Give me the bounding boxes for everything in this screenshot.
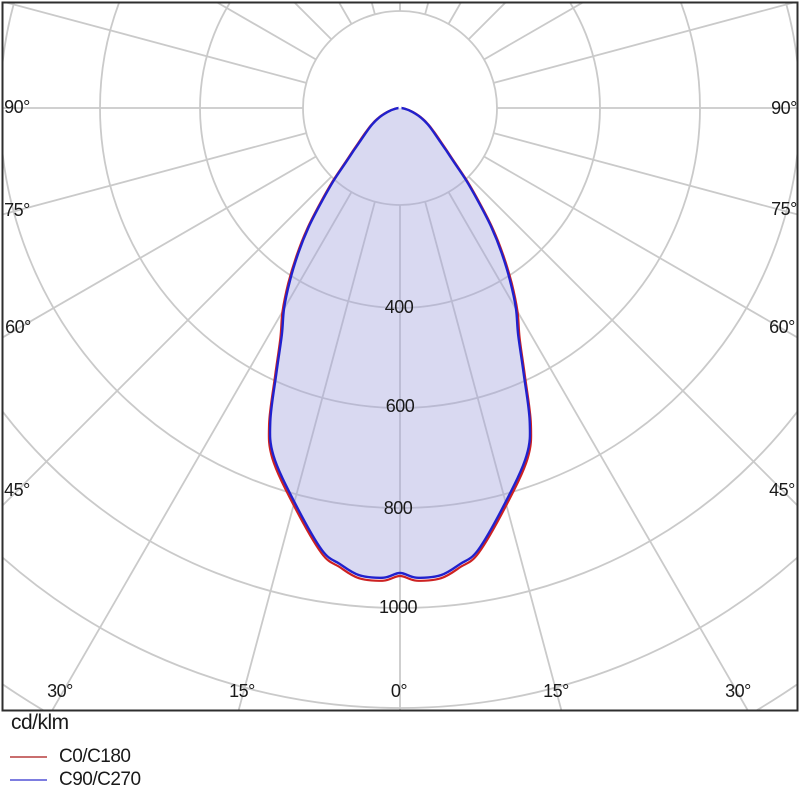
legend-label-c90-c270: C90/C270 [59,769,141,790]
angle-tick-label: 90° [4,97,30,117]
grid-spoke [3,132,307,216]
grid-spoke [447,191,749,710]
grid-spoke [3,175,333,506]
angle-tick-label: 75° [771,199,797,219]
grid-spoke [493,132,797,216]
plot-border [1,1,799,712]
grid-spoke [338,3,353,25]
grid-spoke [424,201,563,710]
angle-tick-label: 30° [725,681,751,701]
angle-tick-label: 45° [4,480,30,500]
legend-line-c90-c270 [10,778,47,781]
angle-tick-label: 15° [229,681,255,701]
legend-label-c0-c180: C0/C180 [59,746,131,767]
grid-spoke [6,3,307,84]
angle-tick-label: 90° [771,98,797,118]
ring-label: 800 [383,498,413,518]
legend-line-c0-c180 [10,755,47,758]
unit-label: cd/klm [11,711,69,734]
grid-spoke [237,201,376,710]
angle-tick-label: 45° [769,480,795,500]
angle-tick-label: 15° [543,681,569,701]
legend-row-c0-c180: C0/C180 [10,745,141,768]
ring-label: 600 [385,396,415,416]
grid-spoke [294,3,333,41]
grid-spoke [3,155,317,338]
ring-label: 400 [384,297,414,317]
grid-spoke [483,155,797,338]
grid-spoke [467,175,797,506]
grid-spoke [467,3,506,41]
legend-row-c90-c270: C90/C270 [10,768,141,791]
curve-c90-c270 [268,106,532,580]
ring-label: 1000 [378,597,418,617]
grid-spoke [447,3,462,25]
grid-spoke [217,3,317,61]
legend: C0/C180 C90/C270 [10,745,141,791]
angle-tick-label: 60° [769,317,795,337]
grid-spoke [483,3,583,61]
angle-tick-label: 60° [5,317,31,337]
grid-spoke [493,3,794,84]
angle-tick-label: 75° [4,200,30,220]
angle-tick-label: 0° [390,681,408,701]
angle-tick-label: 30° [47,681,73,701]
grid-spoke [51,191,353,710]
